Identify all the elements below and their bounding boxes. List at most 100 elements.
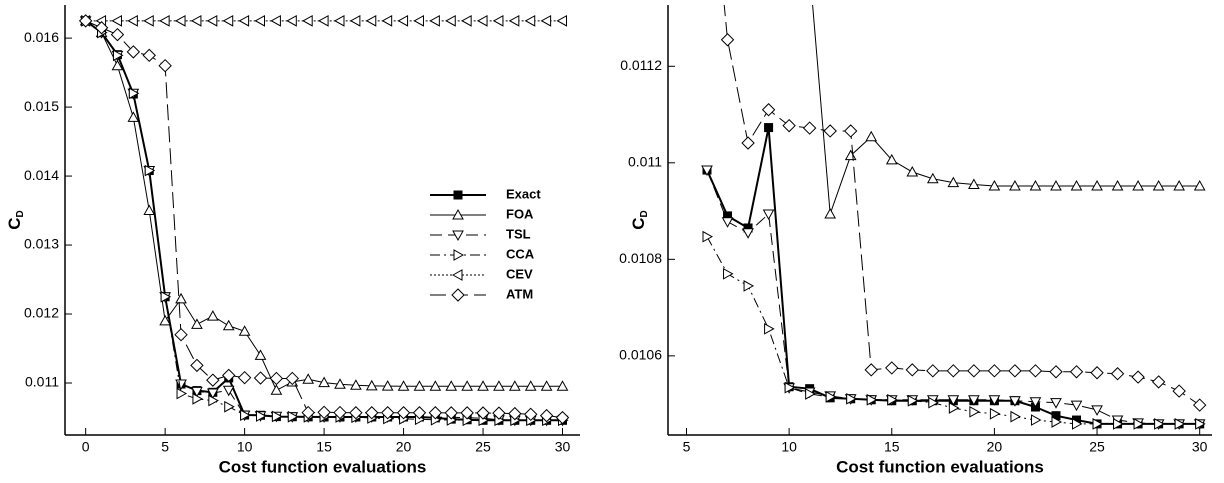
marker	[802, 121, 817, 135]
marker	[906, 165, 919, 177]
marker	[1091, 179, 1103, 191]
panel: 5 10 15 20 25 30 0.0106 0.0108 0.011 0.0112 Cost f…	[619, 5, 1212, 476]
marker	[721, 217, 734, 228]
marker	[396, 406, 411, 420]
marker	[206, 15, 218, 27]
marker	[926, 364, 940, 378]
marker	[191, 386, 203, 398]
marker	[508, 15, 520, 27]
legend-marker	[453, 249, 465, 261]
marker	[1172, 384, 1186, 398]
marker	[741, 136, 755, 150]
marker	[1010, 410, 1021, 423]
legend-label: TSL	[506, 226, 531, 241]
marker	[885, 361, 899, 375]
marker	[381, 15, 393, 27]
legend-label: FOA	[506, 206, 534, 221]
marker	[1069, 365, 1084, 379]
marker	[429, 15, 440, 27]
marker	[256, 410, 267, 422]
marker	[846, 392, 857, 405]
marker	[111, 15, 122, 27]
x-tick-label: 5	[683, 439, 691, 455]
x-tick-label: 5	[161, 439, 169, 455]
marker	[556, 15, 568, 27]
marker	[461, 15, 472, 27]
y-tick-label: 0.0112	[620, 57, 662, 73]
marker	[1029, 397, 1042, 408]
marker	[1193, 179, 1206, 191]
marker	[905, 363, 919, 377]
marker	[317, 405, 331, 420]
marker	[508, 406, 522, 421]
y-tick-label: 0.015	[24, 98, 59, 114]
marker	[254, 15, 266, 27]
marker	[723, 267, 734, 280]
marker	[381, 380, 394, 391]
marker	[1090, 366, 1104, 380]
series-line	[85, 20, 563, 421]
marker	[127, 111, 140, 122]
marker	[865, 130, 878, 142]
marker	[318, 15, 329, 27]
marker	[1092, 418, 1104, 430]
marker	[111, 59, 124, 71]
marker	[989, 407, 1001, 420]
marker	[222, 15, 234, 27]
marker	[885, 153, 898, 165]
marker	[94, 21, 109, 35]
marker	[380, 406, 395, 420]
plot-area	[78, 14, 570, 427]
marker	[270, 384, 283, 395]
marker	[492, 15, 504, 27]
marker	[286, 15, 297, 27]
y-tick-label: 0.0108	[619, 250, 662, 266]
marker	[240, 409, 251, 421]
marker	[413, 380, 426, 391]
marker	[1111, 179, 1124, 191]
marker	[222, 319, 235, 331]
marker	[866, 393, 878, 406]
marker	[287, 410, 299, 423]
y-tick-label: 0.0106	[619, 347, 662, 363]
series-line	[706, 127, 1200, 425]
marker	[720, 33, 735, 47]
marker	[349, 15, 361, 27]
series-line	[723, 5, 1200, 406]
plot-area	[701, 5, 1207, 430]
marker	[824, 207, 837, 219]
marker	[176, 387, 188, 400]
x-tick-label: 30	[1192, 439, 1208, 455]
marker	[365, 379, 378, 391]
marker	[476, 406, 490, 420]
marker	[302, 373, 315, 384]
marker	[190, 15, 202, 27]
series-line	[85, 20, 563, 391]
marker	[1051, 416, 1063, 428]
marker	[928, 396, 939, 409]
legend-marker	[453, 190, 463, 200]
marker	[524, 407, 538, 422]
x-tick-label: 10	[781, 439, 797, 455]
marker	[508, 380, 521, 391]
y-tick-label: 0.013	[24, 236, 59, 252]
marker	[333, 405, 347, 420]
marker	[946, 364, 961, 378]
y-axis-title: CD	[629, 210, 649, 230]
marker	[492, 406, 506, 420]
marker	[969, 405, 980, 418]
marker	[1009, 179, 1021, 191]
marker	[1070, 400, 1083, 412]
marker	[412, 406, 427, 420]
legend-label: CEV	[506, 266, 533, 281]
marker	[1009, 396, 1021, 407]
marker	[1008, 364, 1022, 378]
marker	[843, 124, 858, 138]
marker	[1049, 365, 1063, 379]
marker	[112, 49, 124, 62]
marker	[784, 381, 796, 394]
marker	[1091, 405, 1103, 416]
marker	[764, 123, 774, 133]
marker	[1152, 179, 1165, 191]
marker	[333, 15, 345, 27]
